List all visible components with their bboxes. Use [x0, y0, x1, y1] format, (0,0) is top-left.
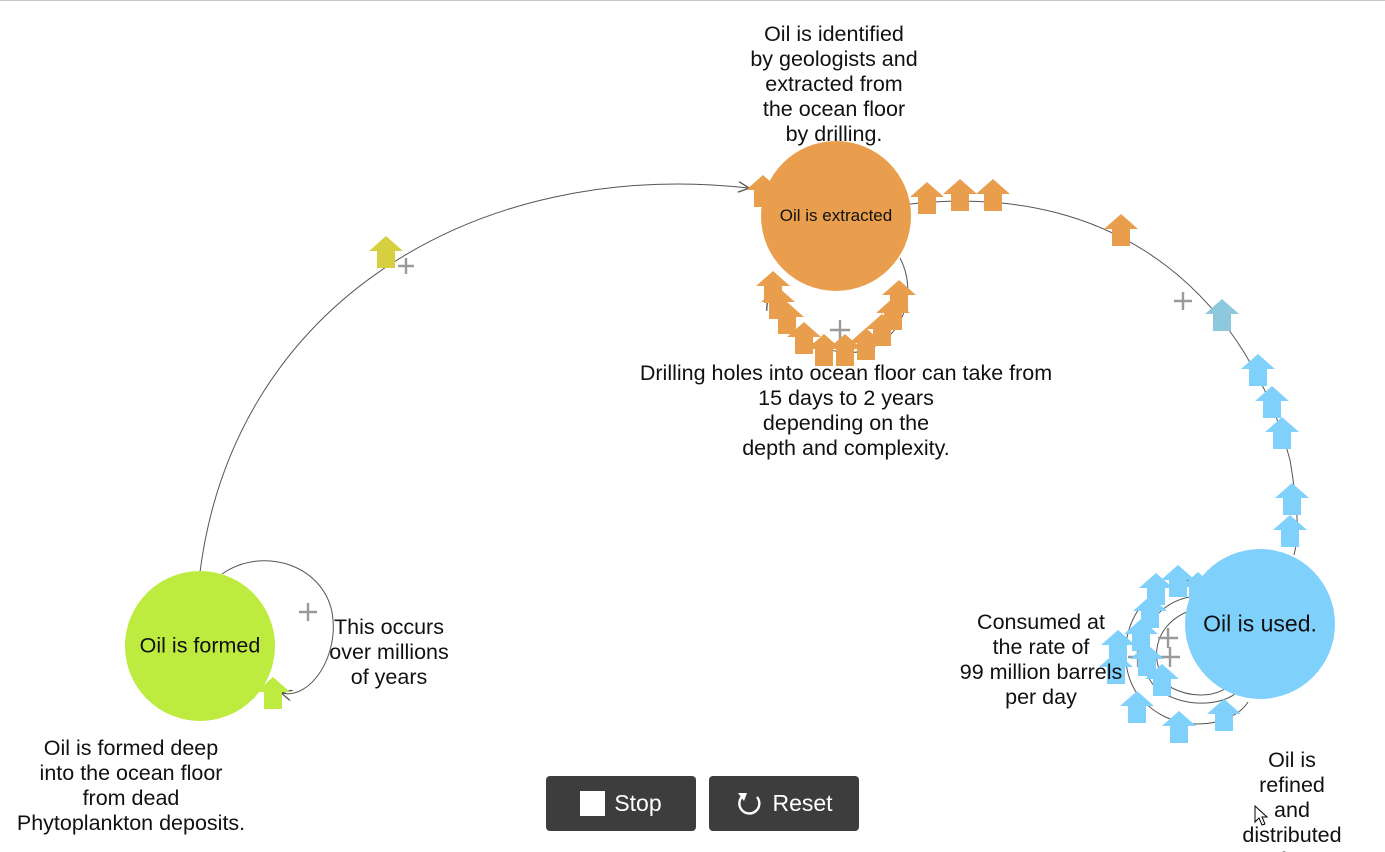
- polarity-plus-loop-extracted: [830, 320, 850, 340]
- flow-arrow-icon: [1273, 515, 1307, 547]
- stop-button[interactable]: Stop: [546, 776, 696, 831]
- reset-button-label: Reset: [772, 790, 833, 816]
- polarity-plus-main-right: [1174, 292, 1192, 310]
- mouse-pointer-icon: [1254, 804, 1269, 826]
- polarity-plus-loop-formed: [299, 603, 317, 621]
- flow-arrow-icon: [1207, 699, 1241, 731]
- polarity-plus-main-left: [398, 258, 414, 274]
- nodes: [125, 141, 1335, 721]
- flow-arrow-icon: [1275, 483, 1309, 515]
- node-oil-extracted[interactable]: [761, 141, 911, 291]
- flow-arrow-icon: [369, 236, 403, 268]
- flow-arrow-icon: [1205, 299, 1239, 331]
- flow-arrow-icon: [910, 182, 944, 214]
- flow-arrow-icon: [1255, 386, 1289, 418]
- flow-arrow-icon: [1104, 214, 1138, 246]
- caption-oil-formed: Oil is formed deep into the ocean floor …: [16, 736, 246, 835]
- caption-oil-used: Oil is refined and distributed for produ…: [1242, 748, 1342, 852]
- caption-extracted-loop: Drilling holes into ocean floor can take…: [639, 361, 1053, 460]
- flow-arrow-icon: [1241, 354, 1275, 386]
- node-oil-used[interactable]: [1185, 549, 1335, 699]
- loop-formed: [221, 560, 334, 694]
- link-extracted-to-used: [909, 200, 1298, 556]
- caption-oil-extracted: Oil is identified by geologists and extr…: [750, 22, 918, 146]
- reset-button[interactable]: Reset: [709, 776, 859, 831]
- flow-arrow-icon: [976, 179, 1010, 211]
- stop-square-icon: [580, 791, 606, 816]
- polarity-plus-loop-used-1: [1158, 628, 1178, 648]
- node-label-formed: Oil is formed: [139, 633, 261, 658]
- flow-arrow-icon: [943, 179, 977, 211]
- polarity-plus-loop-used-3: [1160, 647, 1180, 667]
- node-oil-formed[interactable]: [125, 571, 275, 721]
- node-label-used: Oil is used.: [1203, 610, 1317, 637]
- flow-arrow-icon: [1162, 711, 1196, 743]
- stop-button-label: Stop: [614, 790, 662, 816]
- reset-arrow-icon: [735, 790, 763, 818]
- top-divider: [0, 0, 1385, 1]
- caption-used-loop: Consumed at the rate of 99 million barre…: [959, 610, 1123, 709]
- loop-used-inner: [1156, 609, 1235, 696]
- polarity-markers: [299, 258, 1192, 667]
- caption-formed-loop: This occurs over millions of years: [329, 615, 449, 689]
- flow-arrow-icon: [1265, 417, 1299, 449]
- node-label-extracted: Oil is extracted: [779, 206, 893, 225]
